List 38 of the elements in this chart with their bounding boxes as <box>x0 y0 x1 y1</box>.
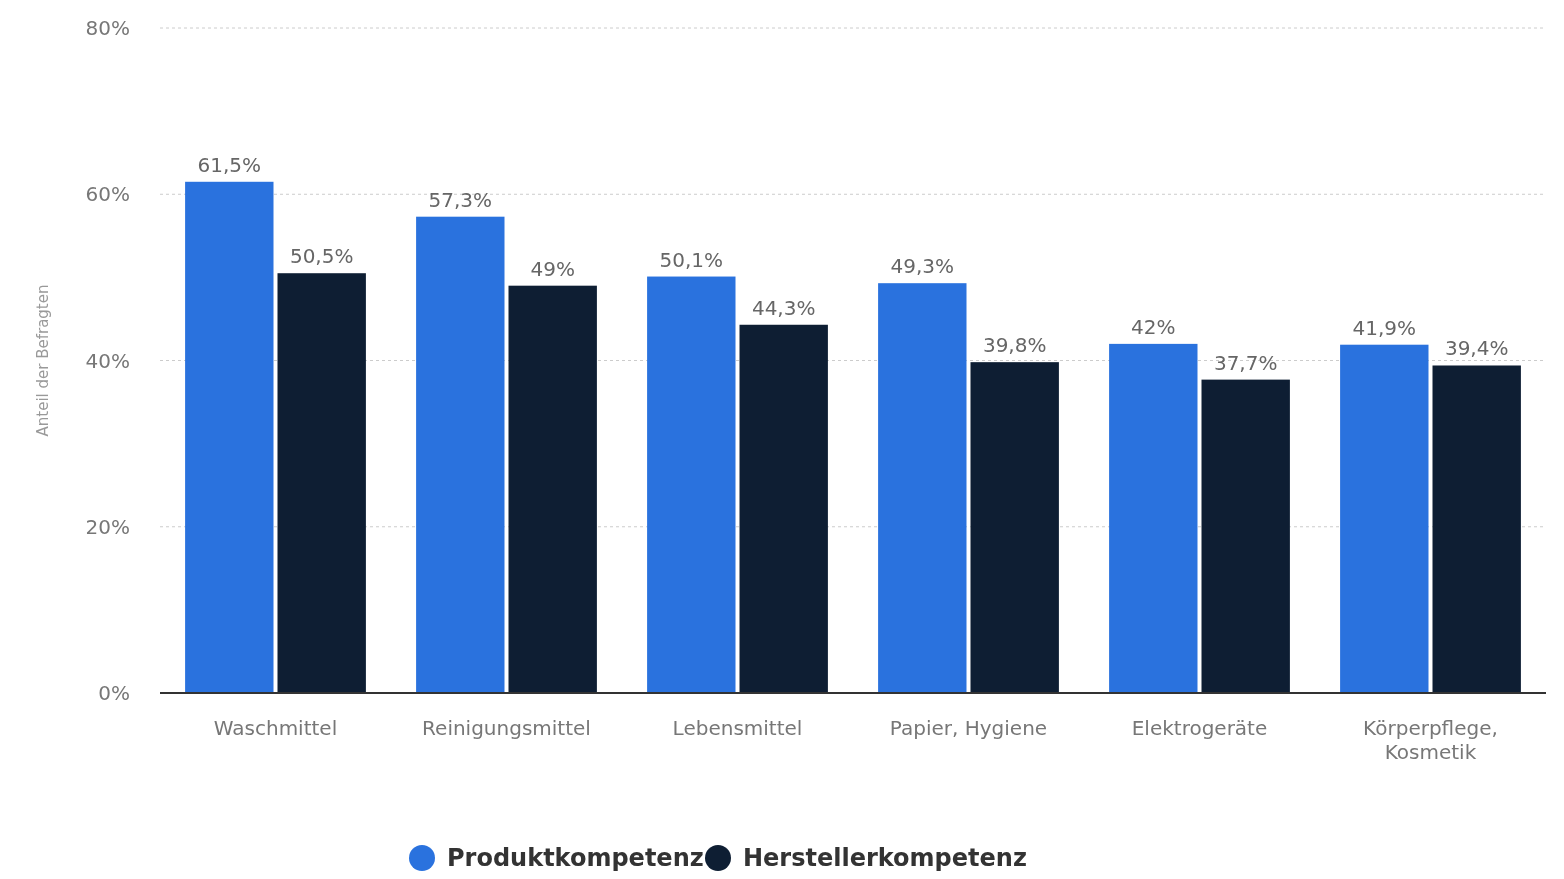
x-tick-label: Waschmittel <box>213 716 338 740</box>
data-label: 61,5% <box>197 152 262 177</box>
y-tick-label: 60% <box>85 182 130 207</box>
data-label: 50,5% <box>289 244 354 269</box>
y-tick-label: 20% <box>85 514 130 539</box>
bar <box>185 181 274 693</box>
data-label: 50,1% <box>659 247 724 272</box>
bar <box>739 324 828 693</box>
bar <box>1201 379 1290 693</box>
y-tick-label: 0% <box>98 681 130 705</box>
legend-label: Herstellerkompetenz <box>743 844 1027 873</box>
bar <box>647 276 736 693</box>
x-tick-label: Elektrogeräte <box>1131 716 1268 740</box>
x-tick-label: Papier, Hygiene <box>889 716 1048 740</box>
bar <box>878 283 967 693</box>
data-label: 49,3% <box>890 254 955 279</box>
data-label: 57,3% <box>428 187 493 212</box>
data-label: 41,9% <box>1352 315 1417 340</box>
bar <box>1432 365 1521 693</box>
data-label: 49% <box>530 256 575 281</box>
bar <box>1340 344 1429 693</box>
data-label: 42% <box>1131 314 1176 339</box>
data-label: 39,4% <box>1444 336 1509 361</box>
bar <box>1109 343 1198 693</box>
x-tick-label: Körperpflege, Kosmetik <box>1363 716 1498 764</box>
bar <box>416 216 505 693</box>
legend-label: Produktkompetenz <box>447 844 704 873</box>
x-tick-label: Lebensmittel <box>672 716 803 740</box>
bar <box>970 362 1059 693</box>
data-label: 44,3% <box>751 295 816 320</box>
data-label: 37,7% <box>1213 350 1278 375</box>
data-label: 39,8% <box>982 333 1047 358</box>
y-tick-label: 80% <box>85 16 130 40</box>
x-tick-label: Reinigungsmittel <box>422 716 591 740</box>
bar <box>508 285 597 693</box>
y-tick-label: 40% <box>85 348 130 373</box>
bar <box>277 273 366 693</box>
y-axis-title: Anteil der Befragten <box>34 284 52 437</box>
